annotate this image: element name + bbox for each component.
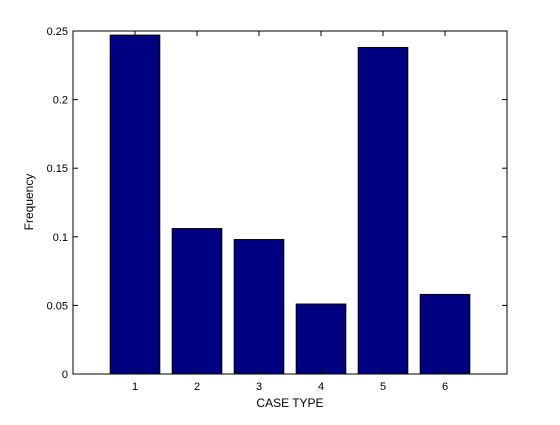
y-tick-label: 0.1	[53, 232, 68, 244]
y-tick-label: 0.15	[47, 163, 68, 175]
bar-4	[296, 304, 346, 374]
x-tick-label: 3	[256, 381, 262, 393]
bar-2	[172, 229, 222, 374]
bar-5	[358, 47, 408, 374]
y-axis-label: Frequency	[22, 174, 36, 231]
x-tick-label: 2	[194, 381, 200, 393]
y-tick-label: 0	[62, 369, 68, 381]
x-tick-label: 1	[132, 381, 138, 393]
x-tick-label: 5	[380, 381, 386, 393]
x-tick-label: 6	[442, 381, 448, 393]
bar-6	[420, 294, 470, 374]
y-tick-label: 0.25	[47, 26, 68, 38]
bar-1	[110, 35, 160, 374]
x-tick-label: 4	[318, 381, 324, 393]
x-axis-label: CASE TYPE	[256, 396, 323, 410]
y-tick-label: 0.2	[53, 95, 68, 107]
bar-3	[234, 240, 284, 374]
y-tick-label: 0.05	[47, 300, 68, 312]
